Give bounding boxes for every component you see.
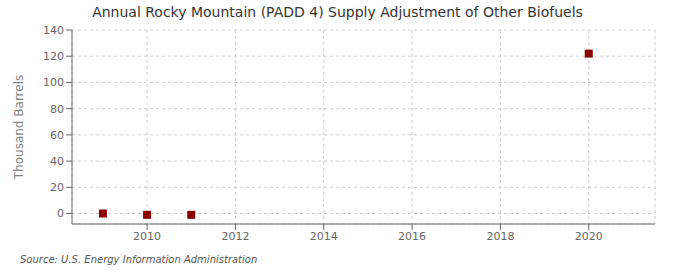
svg-text:2018: 2018 — [486, 230, 514, 243]
svg-text:60: 60 — [50, 129, 64, 142]
svg-text:2014: 2014 — [310, 230, 338, 243]
svg-text:20: 20 — [50, 181, 64, 194]
svg-text:100: 100 — [43, 76, 64, 89]
svg-text:2020: 2020 — [575, 230, 603, 243]
svg-text:40: 40 — [50, 155, 64, 168]
svg-text:2016: 2016 — [398, 230, 426, 243]
svg-text:2012: 2012 — [221, 230, 249, 243]
html-text:Source: U.S. Energy Informatio: Source: U.S. Energy Information Administ… — [20, 254, 258, 265]
svg-text:0: 0 — [57, 207, 64, 220]
svg-text:140: 140 — [43, 24, 64, 37]
html-text:Annual Rocky Mountain (PADD 4): Annual Rocky Mountain (PADD 4) Supply Ad… — [92, 4, 583, 20]
svg-text:80: 80 — [50, 103, 64, 116]
svg-text:120: 120 — [43, 50, 64, 63]
svg-text:2010: 2010 — [133, 230, 161, 243]
svg-text:Thousand Barrels: Thousand Barrels — [12, 75, 26, 180]
